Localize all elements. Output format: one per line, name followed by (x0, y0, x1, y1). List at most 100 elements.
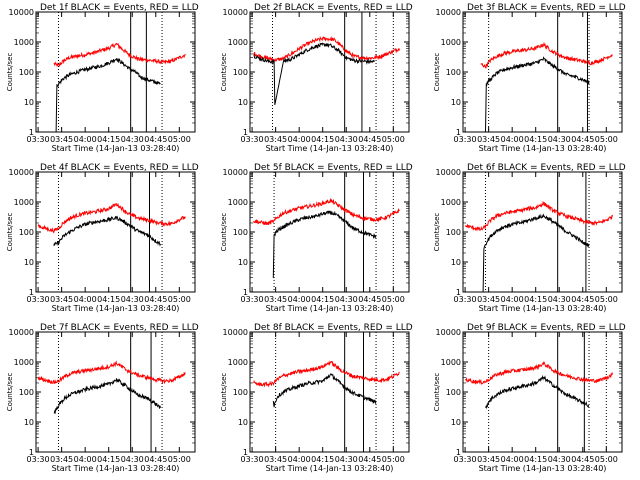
y-tick-label: 1 (29, 288, 34, 297)
panel-title: Det 3f BLACK = Events, RED = LLD (467, 3, 626, 13)
y-tick-label: 10 (238, 418, 248, 427)
plot-frame (462, 171, 623, 293)
panel-title: Det 2f BLACK = Events, RED = LLD (254, 3, 413, 13)
y-tick-label: 1000 (228, 198, 248, 207)
panel: Det 9f BLACK = Events, RED = LLD 1 10 100 10… (433, 323, 626, 473)
x-tick-label: 03:30 (27, 135, 50, 144)
y-tick-label: 10000 (9, 328, 34, 337)
x-tick-label: 04:15 (311, 135, 334, 144)
x-tick-label: 04:30 (548, 295, 571, 304)
x-tick-label: 03:30 (454, 135, 477, 144)
y-tick-label: 1000 (14, 358, 34, 367)
y-tick-label: 10 (24, 418, 34, 427)
x-tick-label: 05:00 (168, 295, 191, 304)
plot-frame (462, 11, 623, 133)
y-axis-label: Counts/sec (433, 53, 441, 92)
x-tick-label: 04:45 (358, 135, 381, 144)
y-tick-label: 1 (456, 448, 461, 457)
x-axis-label: Start Time (14-Jan-13 03:28:40) (266, 304, 394, 313)
x-tick-label: 04:45 (358, 295, 381, 304)
x-tick-label: 03:45 (477, 135, 500, 144)
x-tick-label: 03:45 (50, 135, 73, 144)
y-tick-label: 1 (243, 128, 248, 137)
events-series-line (272, 210, 377, 278)
x-tick-label: 03:30 (454, 295, 477, 304)
x-tick-label: 04:45 (144, 295, 167, 304)
y-tick-label: 100 (233, 388, 248, 397)
x-tick-label: 03:30 (241, 135, 264, 144)
x-tick-label: 03:30 (241, 455, 264, 464)
plot-frame (35, 171, 196, 293)
x-tick-label: 03:30 (27, 295, 50, 304)
plot-frame (35, 331, 196, 453)
x-tick-label: 04:00 (501, 455, 524, 464)
x-tick-label: 03:30 (241, 295, 264, 304)
lld-series-line (37, 203, 187, 234)
panel-title: Det 5f BLACK = Events, RED = LLD (254, 163, 413, 173)
x-tick-label: 05:00 (168, 135, 191, 144)
y-axis-label: Counts/sec (220, 53, 228, 92)
x-tick-label: 04:00 (288, 135, 311, 144)
y-tick-label: 1000 (441, 198, 461, 207)
y-tick-label: 1 (243, 448, 248, 457)
y-tick-label: 1 (29, 128, 34, 137)
panel: Det 7f BLACK = Events, RED = LLD 1 10 100 10… (6, 323, 199, 473)
x-tick-label: 04:15 (97, 295, 120, 304)
x-tick-label: 04:30 (121, 295, 144, 304)
panel: Det 5f BLACK = Events, RED = LLD 1 10 100 10… (220, 163, 413, 313)
panel: Det 6f BLACK = Events, RED = LLD 1 10 100 10… (433, 163, 626, 313)
x-tick-label: 04:00 (74, 455, 97, 464)
lld-series-line (53, 42, 186, 68)
y-tick-label: 10000 (223, 168, 248, 177)
x-tick-label: 04:45 (571, 295, 594, 304)
x-tick-label: 03:45 (264, 295, 287, 304)
y-tick-label: 10 (451, 418, 461, 427)
y-tick-label: 100 (233, 228, 248, 237)
y-tick-label: 1000 (228, 38, 248, 47)
events-series-line (53, 378, 161, 415)
y-tick-label: 1000 (14, 38, 34, 47)
y-axis-label: Counts/sec (6, 373, 14, 412)
y-tick-label: 10000 (223, 328, 248, 337)
x-tick-label: 04:45 (571, 135, 594, 144)
events-series-line (485, 56, 590, 132)
x-tick-label: 04:00 (74, 295, 97, 304)
y-tick-label: 10 (24, 258, 34, 267)
panel-title: Det 8f BLACK = Events, RED = LLD (254, 323, 413, 333)
events-series-line (482, 213, 590, 292)
x-tick-label: 03:45 (477, 295, 500, 304)
y-axis-label: Counts/sec (6, 213, 14, 252)
x-axis-label: Start Time (14-Jan-13 03:28:40) (266, 144, 394, 153)
y-tick-label: 10000 (9, 168, 34, 177)
panel-title: Det 9f BLACK = Events, RED = LLD (467, 323, 626, 333)
y-tick-label: 100 (446, 388, 461, 397)
x-tick-label: 04:30 (121, 455, 144, 464)
y-tick-label: 1000 (441, 38, 461, 47)
x-axis-label: Start Time (14-Jan-13 03:28:40) (479, 304, 607, 313)
x-tick-label: 04:00 (501, 135, 524, 144)
x-tick-label: 03:45 (50, 455, 73, 464)
x-tick-label: 04:00 (74, 135, 97, 144)
y-tick-label: 1 (243, 288, 248, 297)
x-tick-label: 03:30 (27, 455, 50, 464)
y-tick-label: 100 (446, 228, 461, 237)
y-tick-label: 10000 (9, 8, 34, 17)
y-tick-label: 10000 (436, 8, 461, 17)
y-tick-label: 1000 (14, 198, 34, 207)
y-tick-label: 1000 (228, 358, 248, 367)
x-axis-label: Start Time (14-Jan-13 03:28:40) (52, 304, 180, 313)
x-tick-label: 05:00 (382, 295, 405, 304)
x-tick-label: 04:45 (144, 455, 167, 464)
plot-frame (249, 331, 410, 453)
x-tick-label: 04:30 (335, 295, 358, 304)
panel: Det 3f BLACK = Events, RED = LLD 1 10 100 10… (433, 3, 626, 153)
y-tick-label: 10 (238, 258, 248, 267)
panel: Det 8f BLACK = Events, RED = LLD 1 10 100 10… (220, 323, 413, 473)
events-series-line (485, 374, 590, 410)
y-tick-label: 100 (19, 388, 34, 397)
x-tick-label: 04:45 (358, 455, 381, 464)
x-tick-label: 04:30 (335, 455, 358, 464)
lld-series-line (480, 41, 613, 69)
lld-series-line (37, 360, 186, 385)
